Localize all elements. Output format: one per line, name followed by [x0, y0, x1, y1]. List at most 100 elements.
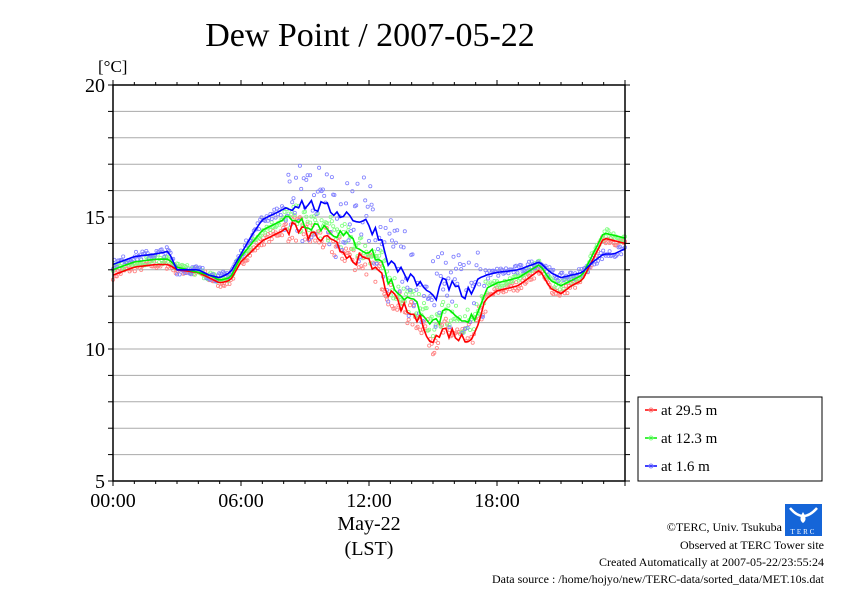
- scatter-point: [383, 225, 388, 230]
- scatter-point: [411, 304, 416, 309]
- scatter-point: [114, 274, 119, 279]
- scatter-point: [439, 251, 444, 256]
- scatter-point: [407, 287, 412, 292]
- scatter-point: [466, 260, 471, 265]
- y-tick-label: 15: [85, 207, 105, 229]
- scatter-point: [269, 216, 274, 221]
- scatter-point: [409, 299, 414, 304]
- scatter-point: [478, 267, 483, 272]
- scatter-point: [342, 240, 347, 245]
- scatter-point: [568, 270, 573, 275]
- scatter-point: [340, 256, 345, 261]
- scatter-point: [356, 241, 361, 246]
- scatter-point: [447, 323, 452, 328]
- scatter-point: [366, 238, 371, 243]
- scatter-point: [421, 301, 426, 306]
- scatter-point: [368, 184, 373, 189]
- scatter-point: [364, 213, 369, 218]
- scatter-point: [470, 340, 475, 345]
- scatter-point: [459, 267, 464, 272]
- scatter-point: [322, 242, 327, 247]
- scatter-point: [432, 303, 437, 308]
- scatter-point: [324, 225, 329, 230]
- scatter-point: [137, 261, 142, 266]
- scatter-point: [410, 292, 415, 297]
- scatter-point: [288, 212, 293, 217]
- scatter-point: [441, 299, 446, 304]
- scatter-point: [446, 276, 451, 281]
- scatter-point: [375, 247, 380, 252]
- scatter-point: [218, 271, 223, 276]
- scatter-point: [433, 323, 438, 328]
- scatter-point: [421, 293, 426, 298]
- scatter-point: [373, 238, 378, 243]
- scatter-point: [516, 286, 521, 291]
- scatter-point: [416, 292, 421, 297]
- scatter-point: [429, 297, 434, 302]
- scatter-point: [329, 175, 334, 180]
- scatter-point: [279, 233, 284, 238]
- scatter-point: [448, 270, 453, 275]
- scatter-point: [189, 272, 194, 277]
- scatter-point: [438, 273, 443, 278]
- scatter-point: [607, 249, 612, 254]
- scatter-point: [308, 220, 313, 225]
- scatter-point: [319, 218, 324, 223]
- x-axis-zone-label: (LST): [345, 538, 394, 560]
- scatter-point: [309, 214, 314, 219]
- scatter-point: [355, 181, 360, 186]
- scatter-point: [333, 254, 338, 259]
- scatter-point: [338, 202, 343, 207]
- scatter-point: [374, 261, 379, 266]
- scatter-point: [305, 173, 310, 178]
- scatter-point: [519, 263, 524, 268]
- scatter-point: [457, 261, 462, 266]
- scatter-point: [388, 218, 393, 223]
- scatter-point: [406, 317, 411, 322]
- scatter-point: [410, 322, 415, 327]
- scatter-point: [480, 314, 485, 319]
- scatter-point: [374, 253, 379, 258]
- scatter-point: [350, 189, 355, 194]
- scatter-point: [391, 296, 396, 301]
- scatter-point: [171, 268, 176, 273]
- scatter-point: [483, 279, 488, 284]
- terc-logo: TERC: [785, 504, 822, 536]
- scatter-point: [290, 200, 295, 205]
- scatter-point: [139, 267, 144, 272]
- scatter-point: [292, 210, 297, 215]
- scatter-point: [485, 276, 490, 281]
- scatter-point: [427, 327, 432, 332]
- scatter-point: [304, 214, 309, 219]
- scatter-point: [361, 175, 366, 180]
- scatter-point: [302, 209, 307, 214]
- scatter-point: [395, 307, 400, 312]
- scatter-point: [433, 324, 438, 329]
- scatter-point: [465, 336, 470, 341]
- scatter-point: [619, 252, 624, 257]
- scatter-point: [347, 222, 352, 227]
- scatter-point: [301, 232, 306, 237]
- scatter-point: [273, 215, 278, 220]
- legend-box: [637, 396, 823, 482]
- scatter-point: [192, 272, 197, 277]
- scatter-point: [360, 266, 365, 271]
- scatter-point: [602, 229, 607, 234]
- scatter-point: [532, 276, 537, 281]
- scatter-point: [487, 268, 492, 273]
- scatter-point: [245, 258, 250, 263]
- scatter-point: [290, 235, 295, 240]
- scatter-point: [132, 269, 137, 274]
- scatter-point: [332, 227, 337, 232]
- scatter-point: [327, 242, 332, 247]
- scatter-point: [423, 324, 428, 329]
- scatter-point: [133, 249, 138, 254]
- scatter-point: [468, 327, 473, 332]
- scatter-point: [293, 238, 298, 243]
- created-note: Created Automatically at 2007-05-22/23:5…: [599, 555, 824, 569]
- scatter-point: [527, 259, 532, 264]
- scatter-point: [450, 299, 455, 304]
- x-axis-date-label: May-22: [337, 513, 400, 535]
- scatter-point: [351, 246, 356, 251]
- scatter-point: [596, 258, 601, 263]
